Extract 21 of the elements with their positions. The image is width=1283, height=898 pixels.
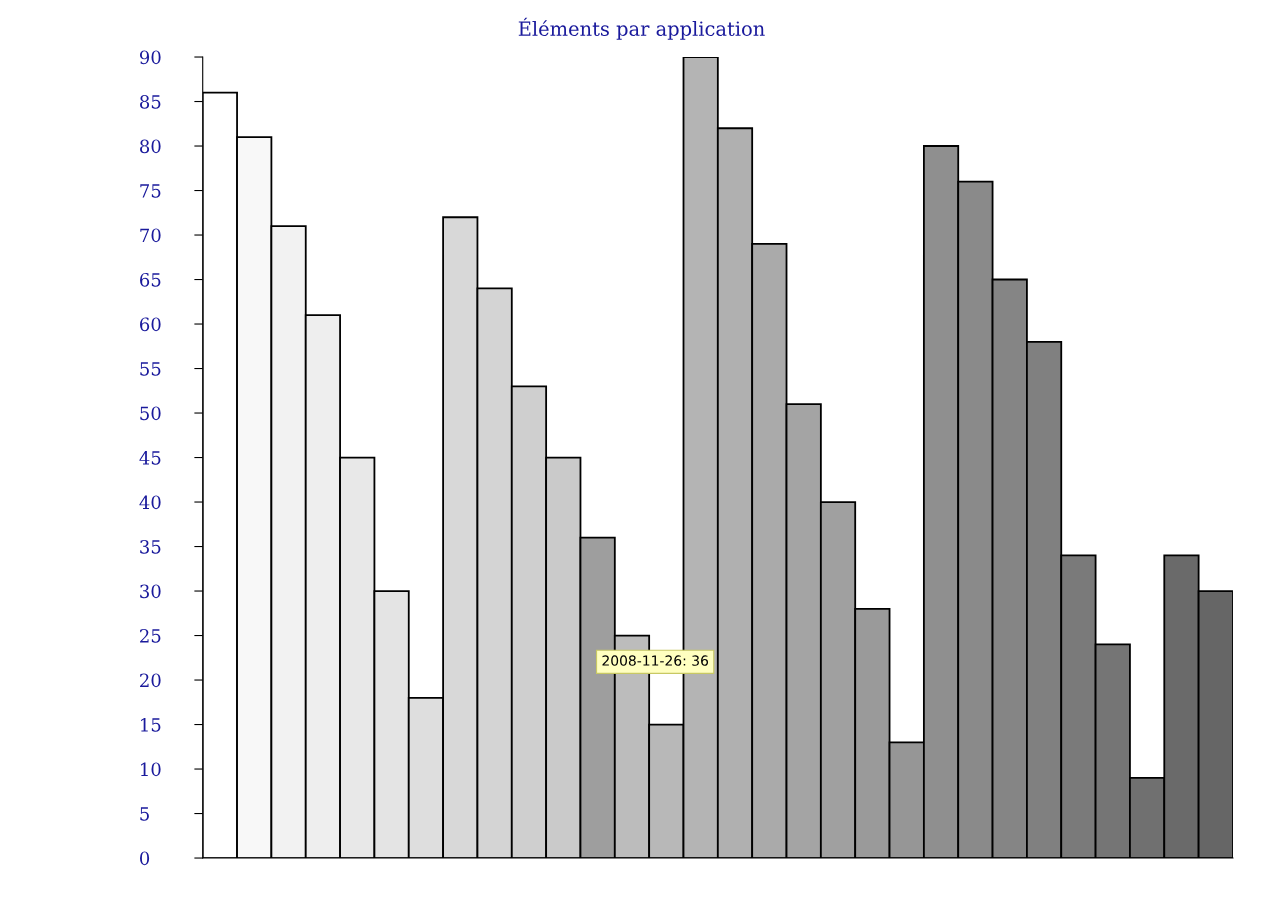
y-tick-label: 75 [140, 184, 161, 198]
y-tick-label: 40 [139, 495, 161, 510]
y-tick-label: 55 [140, 362, 161, 376]
chart-title: Éléments par application [518, 17, 765, 40]
y-tick-label: 15 [141, 718, 161, 732]
y-tick-label: 85 [140, 94, 161, 109]
y-tick-label: 20 [140, 673, 161, 688]
y-tick-label: 25 [140, 628, 161, 643]
y-tick-label: 30 [140, 584, 161, 599]
y-tick-label: 80 [140, 139, 161, 154]
y-tick-label: 10 [141, 762, 161, 777]
annotation: 2008-11-26: 36 [602, 655, 709, 666]
y-tick-label: 90 [139, 50, 161, 65]
y-tick-label: 60 [140, 317, 161, 332]
y-tick-label: 50 [140, 406, 161, 421]
y-tick-label: 35 [140, 539, 161, 554]
y-tick-label: 0 [140, 851, 150, 866]
y-tick-label: 70 [140, 228, 161, 243]
y-tick-label: 5 [140, 807, 149, 821]
y-tick-label: 65 [140, 272, 161, 287]
y-tick-label: 45 [139, 450, 161, 465]
